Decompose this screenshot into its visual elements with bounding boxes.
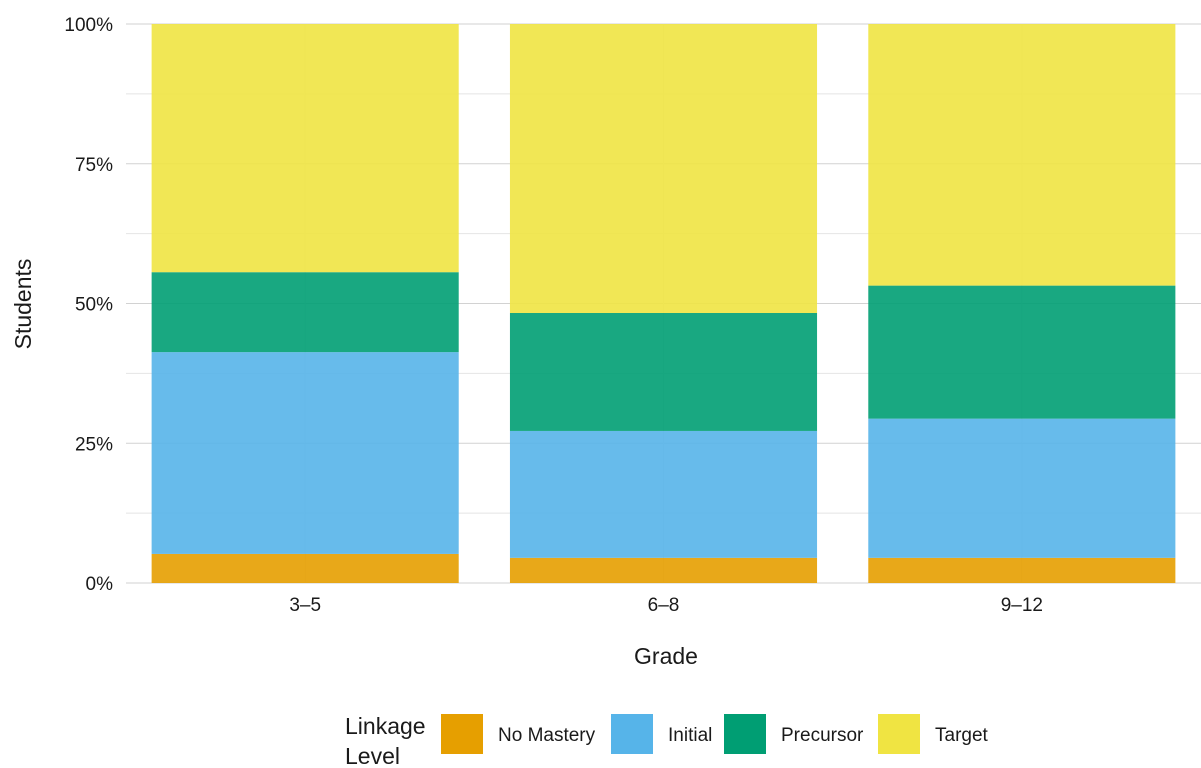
legend: Linkage Level No Mastery Initial Precursor… [345,713,989,768]
bar-segment-target [151,24,459,273]
y-axis-ticks: 0% 25% 50% 75% 100% [64,15,113,595]
bar-segment-no-mastery [151,553,459,583]
legend-swatch-initial [611,714,653,754]
bar-segment-initial [151,352,459,554]
bar-segment-target [868,24,1176,286]
bars [151,24,1176,583]
bar-segment-precursor [868,285,1176,419]
x-axis-ticks: 3–5 6–8 9–12 [289,595,1043,616]
legend-title-line-2: Level [345,743,400,768]
y-tick-label: 25% [75,434,113,455]
bar-segment-precursor [509,313,818,431]
legend-swatch-precursor [724,714,766,754]
bar-segment-initial [868,418,1176,558]
bar-segment-initial [509,430,818,558]
bar-segment-target [509,24,818,314]
legend-swatch-no-mastery [441,714,483,754]
y-tick-label: 0% [86,574,114,595]
legend-label: Initial [668,725,712,746]
legend-label: Target [935,725,989,746]
bar-segment-no-mastery [868,557,1176,583]
y-tick-label: 100% [64,15,113,36]
x-axis-title: Grade [634,643,698,669]
y-tick-label: 50% [75,295,113,316]
bar-segment-no-mastery [509,557,818,583]
x-tick-label: 9–12 [1001,595,1043,616]
legend-title-line-1: Linkage [345,713,426,739]
legend-swatch-target [878,714,920,754]
y-tick-label: 75% [75,155,113,176]
x-tick-label: 6–8 [648,595,680,616]
x-tick-label: 3–5 [289,595,321,616]
legend-label: Precursor [781,725,864,746]
y-axis-title: Students [10,259,36,350]
bar-segment-precursor [151,272,459,353]
legend-label: No Mastery [498,725,596,746]
